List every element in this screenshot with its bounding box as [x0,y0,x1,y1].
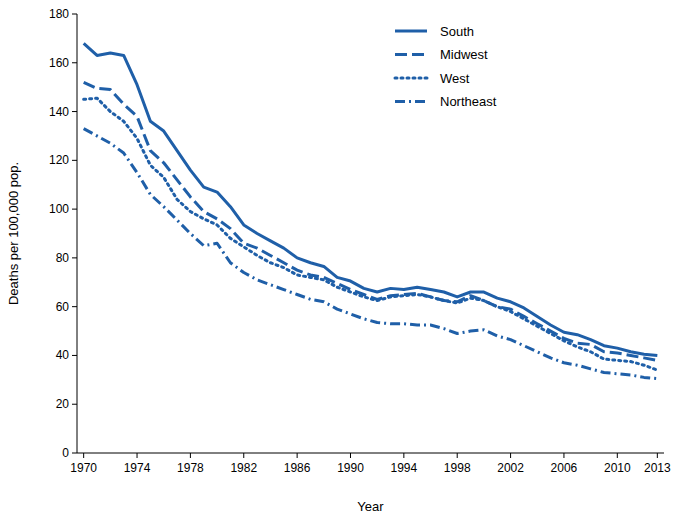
y-axis-label: Deaths per 100,000 pop. [6,162,21,305]
x-tick [137,453,138,458]
legend-key [395,100,427,103]
x-tick-label: 2010 [604,461,631,475]
x-tick-label: 1990 [337,461,364,475]
y-tick [72,453,77,454]
x-tick-label: 1986 [284,461,311,475]
x-axis-label: Year [357,499,384,514]
y-tick-label: 0 [62,446,69,460]
x-tick-label: 1970 [70,461,97,475]
x-tick [563,453,564,458]
y-axis [77,14,78,453]
y-tick-label: 40 [56,348,70,362]
x-tick [297,453,298,458]
x-tick [617,453,618,458]
chart: 0 20 40 60 80 100 120 140 160 180 1970 1974 1978 1982… [0,0,685,519]
y-tick [72,62,77,63]
y-tick-label: 100 [49,202,69,216]
legend-key [395,53,427,56]
plot-lines [84,43,658,378]
x-tick-label: 1998 [444,461,471,475]
legend-label: Northeast [440,94,497,109]
series-line [84,82,658,360]
series-line [84,98,658,370]
x-tick [243,453,244,458]
x-tick-label: 1974 [124,461,151,475]
series-line [84,129,658,379]
x-tick [350,453,351,458]
x-tick [457,453,458,458]
y-tick [72,355,77,356]
x-axis [77,453,664,454]
y-tick-label: 20 [56,397,70,411]
series-line [84,43,658,355]
y-tick [72,306,77,307]
legend: South Midwest West Northeast [395,24,497,110]
x-tick-label: 2006 [551,461,578,475]
y-tick [72,209,77,210]
y-tick [72,257,77,258]
legend-key [395,30,427,33]
x-tick [83,453,84,458]
y-tick [72,160,77,161]
legend-label: South [440,24,474,39]
x-tick-label: 2013 [644,461,671,475]
legend-label: West [440,71,470,86]
x-tick [190,453,191,458]
y-tick [72,404,77,405]
x-tick [403,453,404,458]
x-tick [510,453,511,458]
y-tick [72,111,77,112]
y-tick-label: 60 [56,300,70,314]
legend-key [395,77,427,80]
x-tick-label: 1982 [230,461,257,475]
x-tick-label: 2002 [497,461,524,475]
y-tick-label: 160 [49,56,69,70]
x-tick [657,453,658,458]
legend-label: Midwest [440,47,488,62]
y-tick-label: 180 [49,7,69,21]
y-tick-label: 120 [49,153,69,167]
y-tick-label: 80 [56,251,70,265]
x-tick-label: 1978 [177,461,204,475]
y-tick [72,14,77,15]
y-tick-label: 140 [49,105,69,119]
x-tick-label: 1994 [391,461,418,475]
